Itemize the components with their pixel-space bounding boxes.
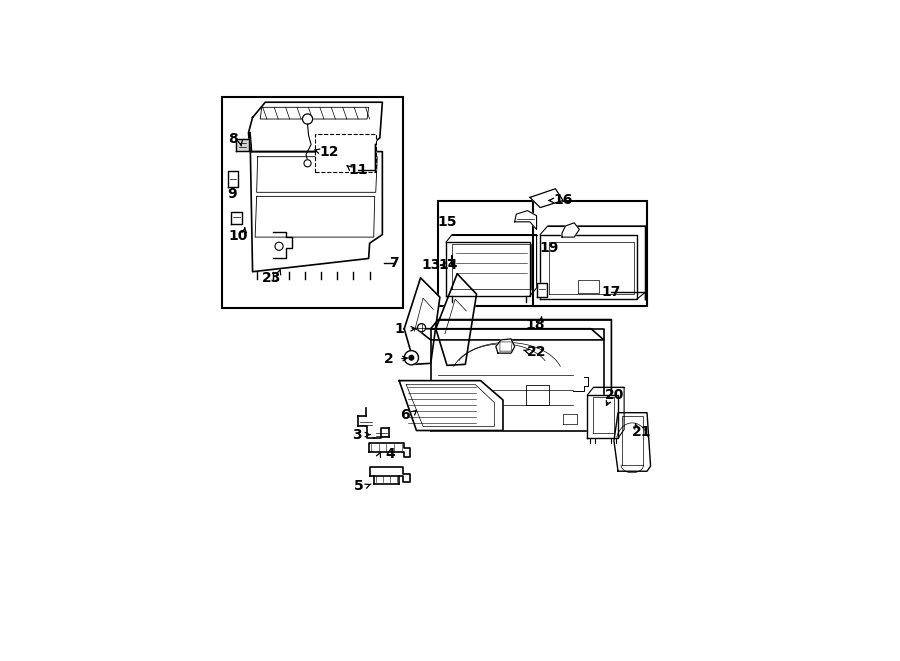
Text: 21: 21	[632, 424, 652, 438]
Circle shape	[275, 242, 284, 251]
Text: 4: 4	[385, 447, 395, 461]
Polygon shape	[417, 329, 604, 340]
Bar	[222, 97, 402, 308]
Polygon shape	[614, 412, 651, 471]
Circle shape	[404, 350, 419, 365]
Text: 18: 18	[526, 318, 544, 332]
Polygon shape	[228, 171, 238, 187]
Text: 6: 6	[400, 408, 410, 422]
Text: 9: 9	[228, 187, 237, 201]
Polygon shape	[248, 102, 382, 151]
Text: 22: 22	[526, 344, 546, 359]
Text: 2: 2	[384, 352, 394, 366]
Bar	[533, 202, 647, 306]
Polygon shape	[588, 395, 618, 438]
Text: 17: 17	[602, 284, 621, 299]
Polygon shape	[431, 329, 604, 430]
Text: 23: 23	[262, 271, 282, 285]
Polygon shape	[536, 283, 547, 297]
Text: 14: 14	[439, 258, 458, 272]
Text: 19: 19	[539, 241, 559, 255]
Bar	[315, 134, 375, 172]
Text: 11: 11	[348, 163, 368, 177]
Text: 10: 10	[229, 229, 248, 243]
Text: 8: 8	[229, 132, 238, 146]
Text: 7: 7	[390, 256, 399, 270]
Polygon shape	[562, 223, 580, 237]
Text: 12: 12	[320, 145, 338, 159]
Polygon shape	[250, 133, 382, 272]
Circle shape	[302, 114, 312, 124]
Polygon shape	[436, 274, 476, 366]
Text: 1: 1	[394, 322, 404, 336]
Text: 16: 16	[554, 194, 572, 208]
Polygon shape	[530, 189, 563, 208]
Polygon shape	[237, 139, 248, 151]
Polygon shape	[515, 211, 536, 229]
Text: 15: 15	[437, 215, 456, 229]
Text: 5: 5	[354, 479, 364, 494]
Polygon shape	[231, 212, 242, 224]
Text: 20: 20	[606, 388, 625, 402]
Circle shape	[418, 324, 426, 332]
Polygon shape	[404, 278, 440, 364]
Polygon shape	[540, 235, 637, 299]
Polygon shape	[496, 339, 515, 353]
Circle shape	[304, 160, 311, 167]
Polygon shape	[400, 381, 503, 430]
Circle shape	[409, 355, 414, 361]
Text: 3: 3	[352, 428, 362, 442]
Bar	[438, 202, 537, 306]
Polygon shape	[446, 242, 530, 295]
Text: 13: 13	[421, 258, 440, 272]
